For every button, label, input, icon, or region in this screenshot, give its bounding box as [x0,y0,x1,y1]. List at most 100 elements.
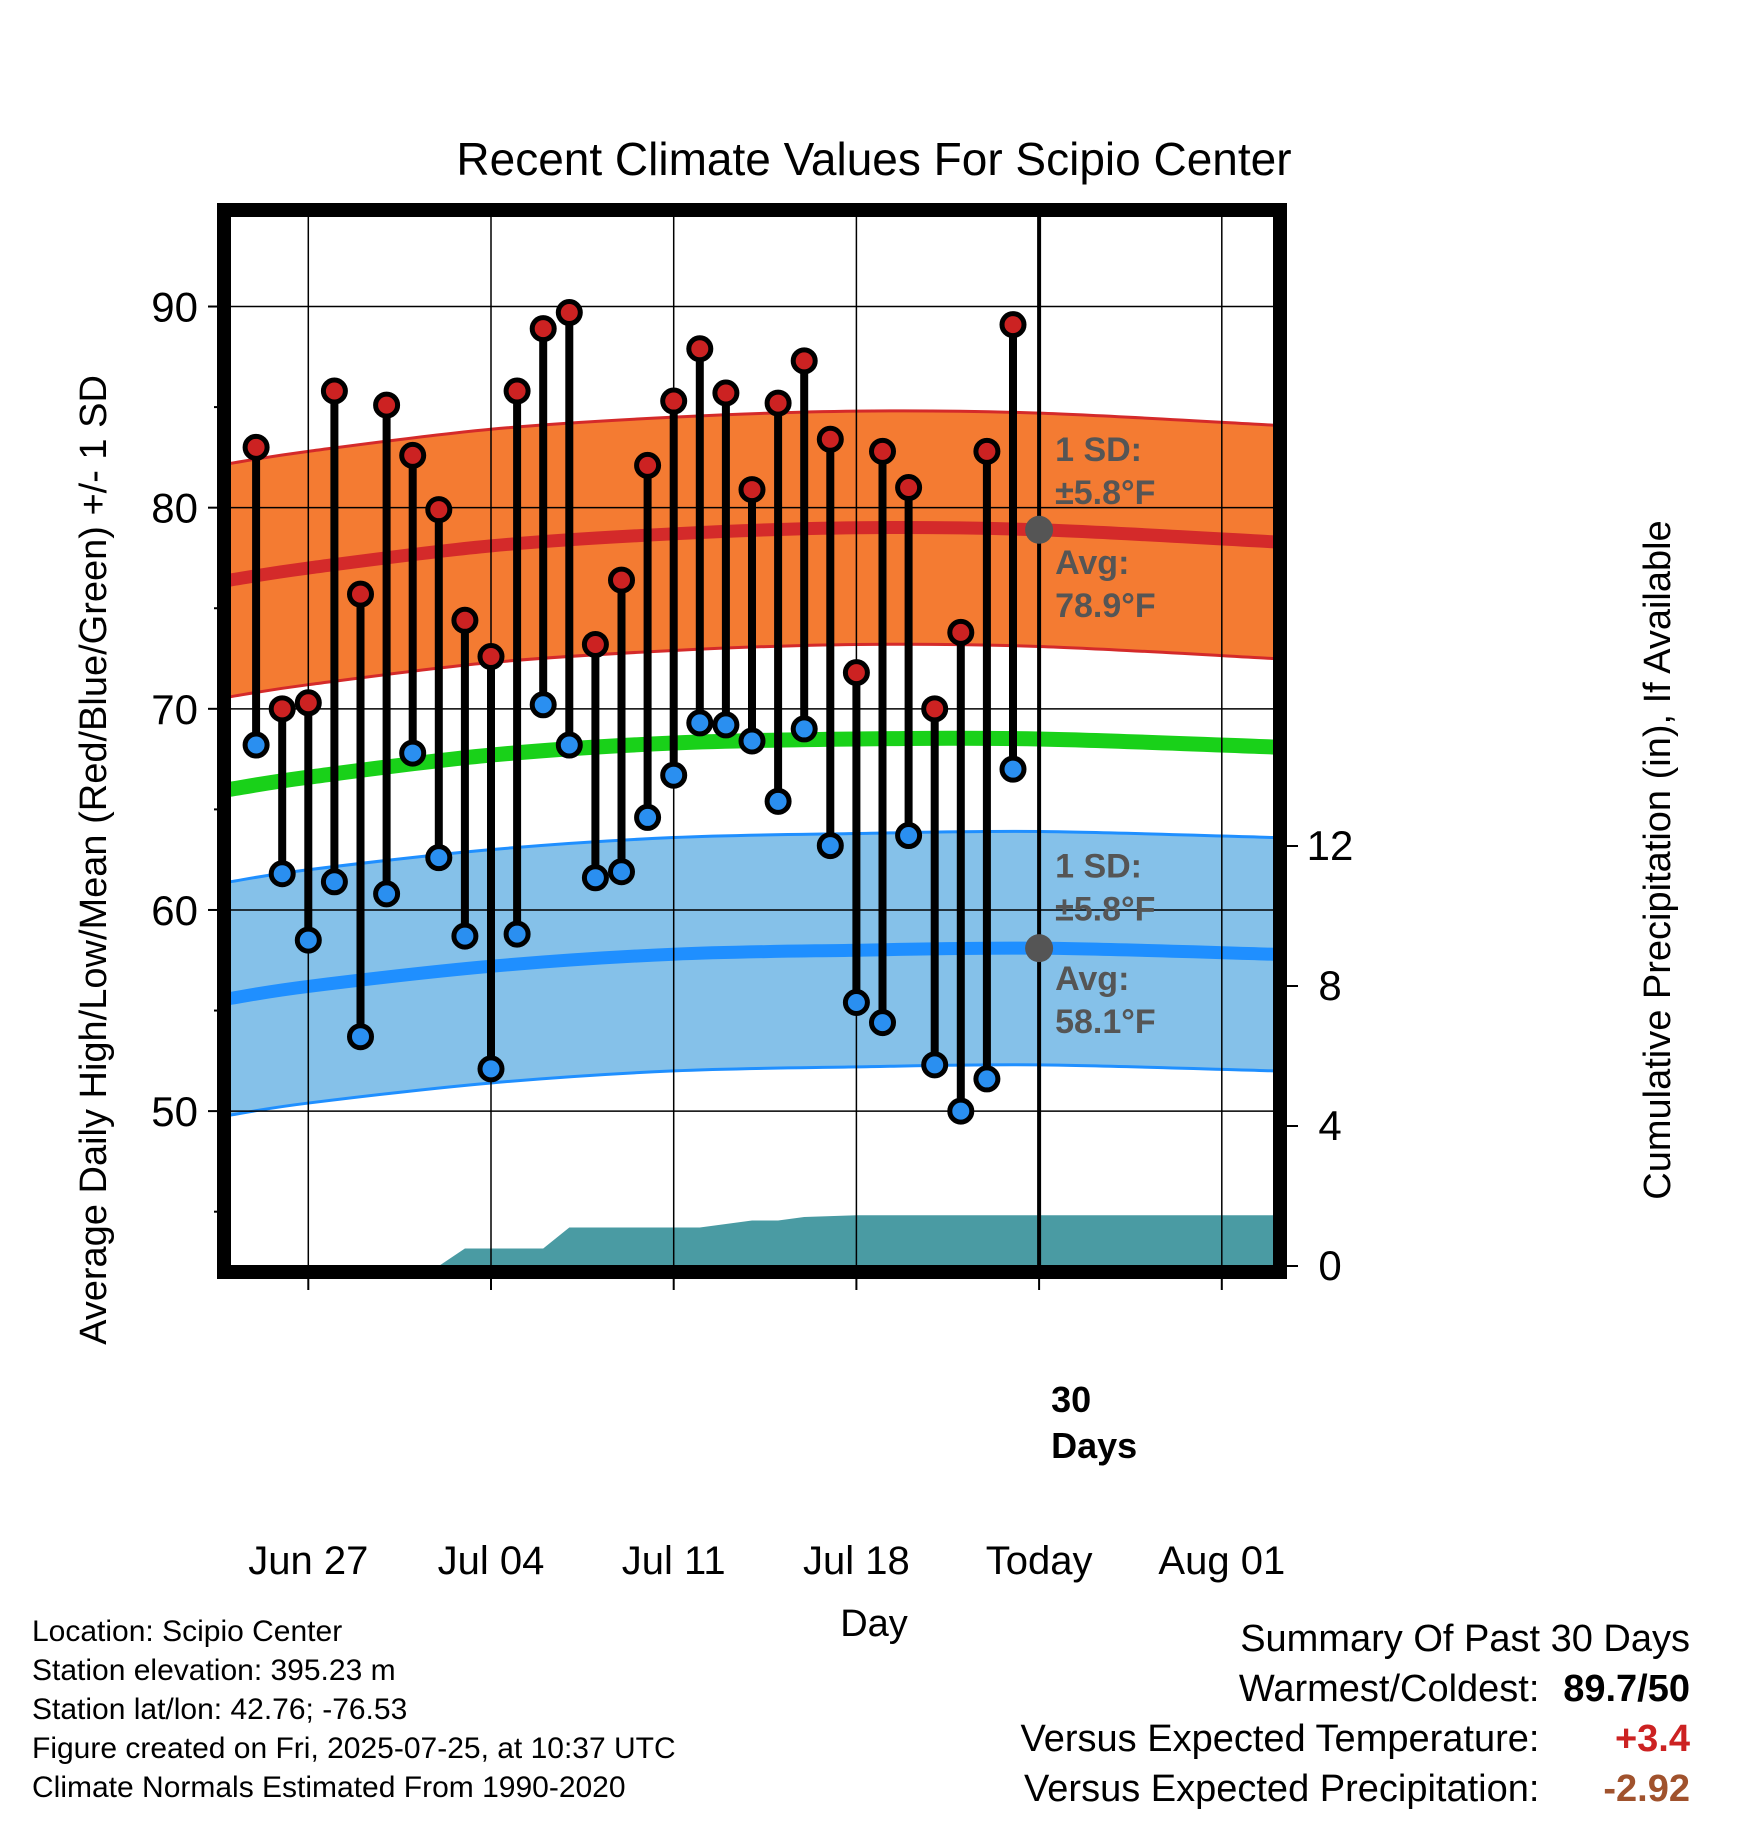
daily-high-point [842,659,870,687]
latlon-text: Station lat/lon: 42.76; -76.53 [32,1693,408,1726]
summary-panel: Summary Of Past 30 Days Warmest/Coldest:… [1021,1614,1690,1814]
daily-high-point [425,496,453,524]
daily-high-point [634,451,662,479]
normal-high-line [230,520,1274,587]
daily-low-point [686,709,714,737]
y-tick-label: 50 [151,1088,198,1135]
today-high-avg-marker [1025,515,1054,544]
y-tick-label: 60 [151,887,198,934]
daily-low-point [347,1023,374,1051]
daily-low-point [660,761,688,789]
y2-tick-label: 4 [1318,1102,1341,1149]
daily-low-point [869,1009,896,1037]
daily-high-point [947,618,975,646]
daily-high-point [373,391,401,419]
station-info: Location: Scipio Center Station elevatio… [32,1612,676,1807]
daily-low-point [503,920,531,948]
daily-low-point [712,711,740,739]
daily-high-point [268,695,296,723]
location-text: Location: Scipio Center [32,1615,343,1648]
daily-low-point [999,755,1027,783]
daily-low-point [738,727,766,755]
daily-high-point [999,311,1027,339]
daily-low-point [529,691,557,719]
y2-tick-label: 12 [1307,822,1354,869]
normal-low-lower-edge [230,1063,1274,1117]
daily-high-point [529,315,557,343]
summary-temp: Versus Expected Temperature: +3.4 [1021,1714,1690,1764]
annotation-low_avg-label: Avg: [1055,960,1129,998]
x-tick-label: Jul 18 [803,1539,910,1583]
warmest-coldest-value: 89.7/50 [1563,1668,1690,1710]
daily-low-point [947,1097,975,1125]
daily-high-point [477,643,505,671]
daily-high-point [869,437,896,465]
precip-diff-label: Versus Expected Precipitation: [1024,1768,1540,1810]
summary-title: Summary Of Past 30 Days [1240,1618,1690,1660]
daily-high-point [608,566,635,594]
daily-low-point [634,803,662,831]
daily-high-point [816,425,844,453]
daily-low-point [477,1055,505,1083]
normal-low-line [230,941,1274,1005]
x-tick-label: Jul 04 [438,1539,545,1583]
normals-text: Climate Normals Estimated From 1990-2020 [32,1771,626,1804]
daily-high-point [451,606,479,634]
annotation-low_sd-value: ±5.8°F [1055,891,1155,929]
daily-high-point [555,299,583,327]
plot-frame [217,203,1287,1279]
warmest-coldest-label: Warmest/Coldest: [1238,1668,1540,1710]
annotation-high_avg-label: Avg: [1055,544,1129,582]
daily-low-point [973,1065,1001,1093]
daily-high-point [764,389,792,417]
summary-warmest-coldest: Warmest/Coldest: 89.7/50 [1021,1664,1690,1714]
daily-high-point [294,689,322,717]
daily-low-point [242,731,270,759]
y2-tick-label: 8 [1318,962,1341,1009]
daily-high-point [686,335,714,363]
annotation-low_sd-label: 1 SD: [1055,848,1142,886]
chart-title: Recent Climate Values For Scipio Center [456,133,1291,185]
created-text: Figure created on Fri, 2025-07-25, at 10… [32,1732,676,1765]
precip-area [230,1215,1274,1266]
daily-low-point [790,715,818,743]
y2-axis-label: Cumulative Precipitation (in), If Availa… [1637,520,1679,1199]
summary-precip: Versus Expected Precipitation: -2.92 [1021,1764,1690,1814]
daily-high-point [581,630,609,658]
daily-low-point [320,868,348,896]
window-label-line: 30 [1051,1379,1091,1420]
daily-low-point [268,860,296,888]
daily-high-point [660,387,688,415]
elevation-text: Station elevation: 395.23 m [32,1654,396,1687]
daily-low-point [425,844,453,872]
annotation-high_avg-value: 78.9°F [1055,587,1156,625]
daily-high-point [242,433,270,461]
daily-low-point [921,1051,949,1079]
normal-high-lower-edge [230,642,1274,699]
daily-low-point [816,832,844,860]
daily-low-point [555,731,583,759]
x-tick-label: Today [986,1539,1093,1583]
daily-low-point [451,922,479,950]
y2-tick-label: 0 [1318,1242,1341,1289]
temp-diff-value: +3.4 [1614,1718,1690,1760]
daily-low-point [373,880,401,908]
normal-mean-line [230,730,1274,797]
daily-low-point [608,858,635,886]
daily-high-point [921,695,949,723]
daily-high-point [895,474,923,502]
daily-low-point [294,926,322,954]
daily-low-point [764,787,792,815]
plot-area: 1 SD: ±5.8°F Avg: 78.9°F 1 SD: ±5.8°F Avg: 58.1… [151,203,1354,1583]
window-label-line: Days [1051,1425,1137,1466]
today-low-avg-marker [1025,934,1054,963]
y-tick-label: 80 [151,485,198,532]
y-axis-label: Average Daily High/Low/Mean (Red/Blue/Gr… [73,375,115,1345]
daily-high-point [790,347,818,375]
daily-high-point [347,580,374,608]
daily-high-point [320,377,348,405]
annotation-high_sd-label: 1 SD: [1055,431,1142,469]
normal-high-upper-edge [230,409,1274,465]
temp-diff-label: Versus Expected Temperature: [1020,1718,1540,1760]
daily-high-point [503,377,531,405]
